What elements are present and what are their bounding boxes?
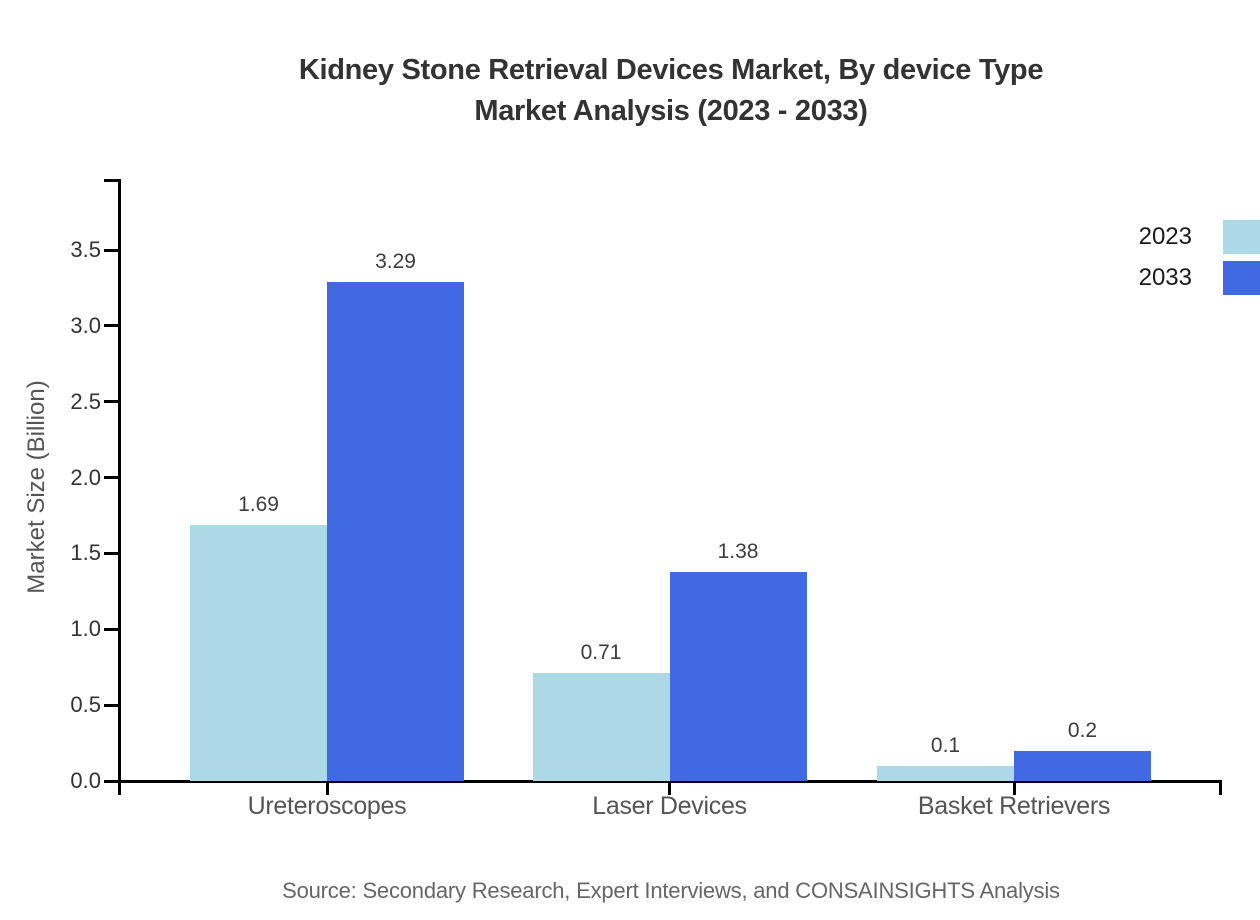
y-tick <box>104 627 119 631</box>
value-label: 0.71 <box>580 641 622 665</box>
legend-swatch-2033 <box>1223 261 1260 295</box>
bar-2033-basket-retrievers <box>1014 750 1151 781</box>
value-label: 1.69 <box>238 492 279 516</box>
category-label: Ureteroscopes <box>247 792 407 820</box>
y-axis <box>118 179 121 795</box>
legend-item-2033: 2033 <box>1139 261 1260 295</box>
x-tick <box>325 780 329 795</box>
value-label: 0.1 <box>930 733 961 757</box>
y-tick <box>104 703 119 707</box>
x-axis-end-tick <box>1219 780 1222 795</box>
bar-2023-laser-devices <box>532 673 670 781</box>
chart-title-line1: Kidney Stone Retrieval Devices Market, B… <box>298 54 1044 86</box>
category-label: Laser Devices <box>592 792 747 820</box>
value-label: 0.2 <box>1067 718 1098 742</box>
category-label: Basket Retrievers <box>917 792 1111 820</box>
y-tick <box>104 248 119 252</box>
value-label: 1.38 <box>717 539 759 563</box>
y-tick-label: 2.5 <box>70 388 101 414</box>
x-tick <box>668 780 671 795</box>
y-tick-label: 1.5 <box>70 540 101 566</box>
y-tick <box>104 779 119 783</box>
chart-title: Kidney Stone Retrieval Devices Market, B… <box>120 50 1222 132</box>
bar-2023-ureteroscopes <box>190 524 327 781</box>
chart-title-line2: Market Analysis (2023 - 2033) <box>474 95 868 127</box>
source-note: Source: Secondary Research, Expert Inter… <box>282 878 1060 903</box>
y-tick <box>104 551 119 555</box>
legend-label: 2033 <box>1138 264 1192 291</box>
legend-item-2023: 2023 <box>1139 220 1260 254</box>
bar-2033-laser-devices <box>669 571 807 781</box>
y-tick-label: 3.0 <box>70 312 101 338</box>
value-label: 3.29 <box>375 249 416 273</box>
y-axis-end-tick <box>104 179 119 182</box>
bar-2023-basket-retrievers <box>877 765 1014 781</box>
y-tick <box>104 476 119 480</box>
bar-2033-ureteroscopes <box>327 281 464 781</box>
y-tick-label: 0.0 <box>70 768 101 793</box>
y-tick <box>104 400 119 404</box>
y-tick-label: 1.0 <box>70 616 101 642</box>
x-tick <box>1012 780 1016 795</box>
legend-swatch-2023 <box>1223 220 1260 254</box>
y-tick-label: 2.0 <box>70 464 101 490</box>
y-tick-label: 0.5 <box>70 692 101 718</box>
legend: 2023 2033 <box>1139 220 1260 302</box>
y-tick <box>104 324 119 328</box>
legend-label: 2023 <box>1138 223 1192 250</box>
y-tick-label: 3.5 <box>70 237 101 263</box>
